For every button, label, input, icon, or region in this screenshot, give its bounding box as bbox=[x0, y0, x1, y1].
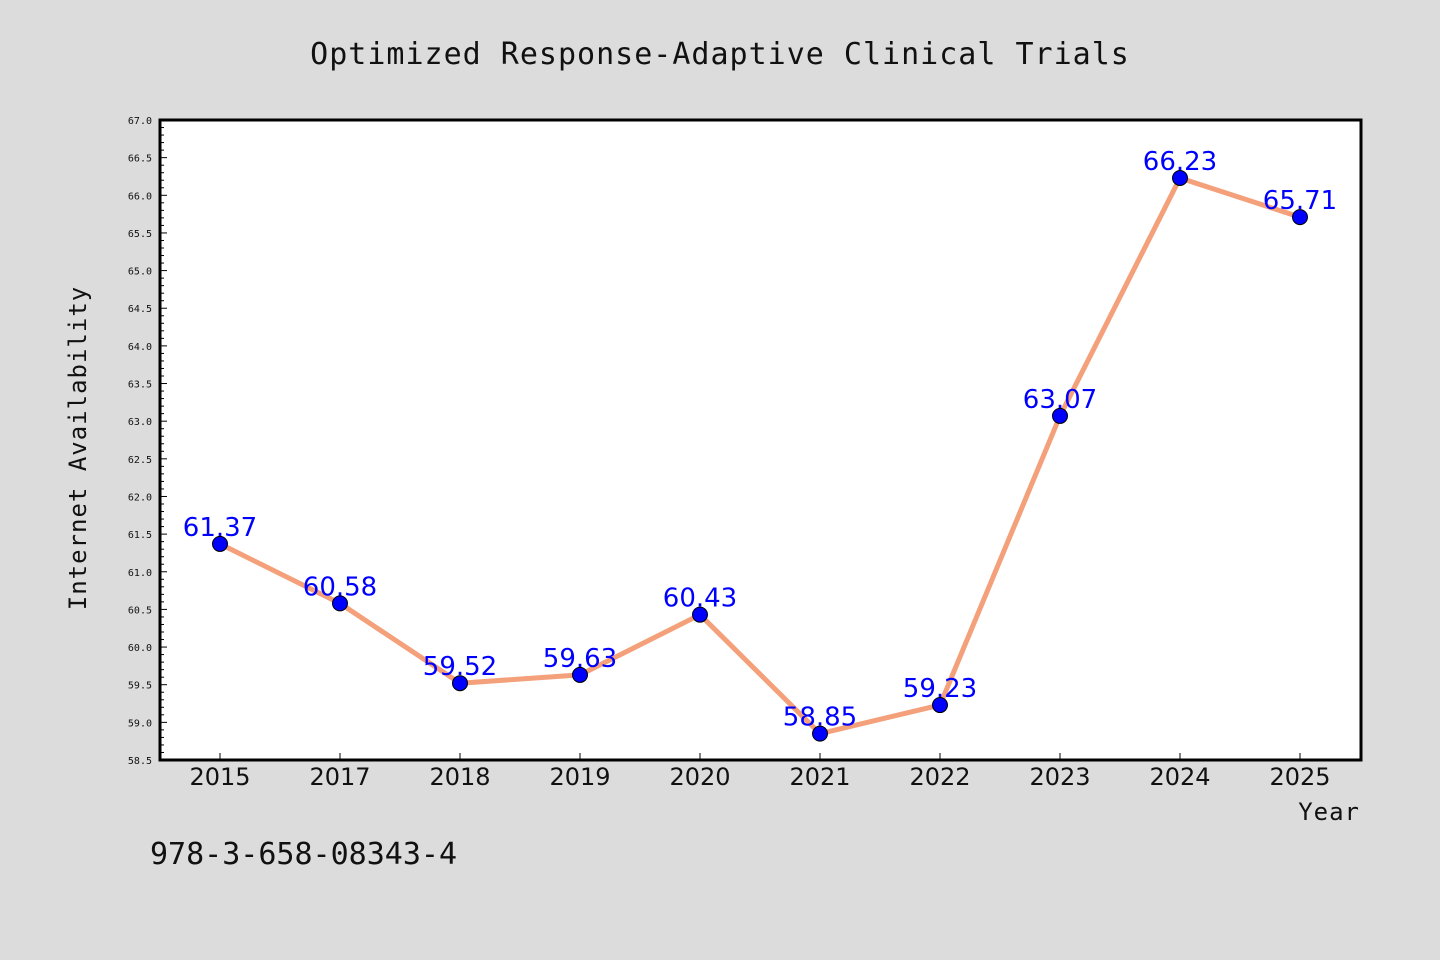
data-point bbox=[1292, 209, 1308, 226]
data-label: 59.63 bbox=[543, 644, 617, 674]
y-tick-label: 65.5 bbox=[128, 229, 152, 240]
y-tick-label: 59.0 bbox=[128, 718, 152, 729]
y-tick-label: 66.0 bbox=[128, 191, 152, 202]
x-tick-label: 2024 bbox=[1149, 763, 1210, 791]
x-tick-label: 2021 bbox=[789, 763, 850, 791]
data-label: 59.52 bbox=[423, 652, 497, 682]
y-axis-ticks: 58.5 59.0 59.5 60.0 60.5 61.0 61.5 62.0 62.5 63.0… bbox=[128, 116, 167, 767]
data-point bbox=[692, 606, 708, 623]
x-tick-label: 2023 bbox=[1029, 763, 1090, 791]
y-tick-label: 62.0 bbox=[128, 492, 152, 503]
y-tick-label: 62.5 bbox=[128, 455, 152, 466]
y-tick-label: 63.0 bbox=[128, 417, 152, 428]
y-tick-label: 61.0 bbox=[128, 568, 152, 579]
x-tick-label: 2019 bbox=[549, 763, 610, 791]
data-label: 60.58 bbox=[303, 572, 377, 602]
data-label: 58.85 bbox=[783, 703, 857, 733]
data-point bbox=[932, 697, 948, 714]
y-tick-label: 64.0 bbox=[128, 342, 152, 353]
data-label: 65.71 bbox=[1263, 186, 1337, 216]
y-tick-label: 58.5 bbox=[128, 756, 152, 767]
data-point bbox=[212, 535, 228, 552]
y-tick-label: 60.0 bbox=[128, 643, 152, 654]
x-tick-label: 2015 bbox=[189, 763, 250, 791]
y-tick-label: 63.5 bbox=[128, 380, 152, 391]
data-label: 61.37 bbox=[183, 513, 257, 543]
x-tick-label: 2025 bbox=[1269, 763, 1330, 791]
plot-area bbox=[158, 118, 1363, 762]
data-label: 60.43 bbox=[663, 584, 737, 614]
series-layer bbox=[212, 169, 1308, 742]
y-tick-label: 67.0 bbox=[128, 116, 152, 127]
y-tick-label: 64.5 bbox=[128, 304, 152, 315]
y-tick-label: 66.5 bbox=[128, 154, 152, 165]
data-point bbox=[332, 595, 348, 612]
data-label: 59.23 bbox=[903, 674, 977, 704]
chart-title: Optimized Response-Adaptive Clinical Tri… bbox=[310, 37, 1130, 72]
data-label: 63.07 bbox=[1023, 385, 1097, 415]
data-labels-layer: 61.37 60.58 59.52 59.63 60.43 58.85 59.23 63.07… bbox=[183, 147, 1337, 733]
data-point bbox=[1172, 169, 1188, 186]
y-tick-label: 59.5 bbox=[128, 681, 152, 692]
x-tick-label: 2020 bbox=[669, 763, 730, 791]
x-axis-label: Year bbox=[1298, 798, 1360, 826]
x-tick-label: 2018 bbox=[429, 763, 490, 791]
y-tick-label: 61.5 bbox=[128, 530, 152, 541]
y-tick-label: 65.0 bbox=[128, 267, 152, 278]
data-point bbox=[452, 675, 468, 692]
x-tick-label: 2017 bbox=[309, 763, 370, 791]
series-line bbox=[217, 175, 1303, 737]
footer-code: 978-3-658-08343-4 bbox=[150, 837, 457, 872]
data-point bbox=[1052, 407, 1068, 424]
x-axis-ticks: 2015 2017 2018 2019 2020 2021 2022 2023 2024 2025 bbox=[189, 753, 1331, 791]
x-tick-label: 2022 bbox=[909, 763, 970, 791]
y-axis-label: Internet Availability bbox=[64, 286, 92, 610]
data-point bbox=[572, 666, 588, 683]
y-tick-label: 60.5 bbox=[128, 605, 152, 616]
data-label: 66.23 bbox=[1143, 147, 1217, 177]
data-point bbox=[812, 725, 828, 742]
